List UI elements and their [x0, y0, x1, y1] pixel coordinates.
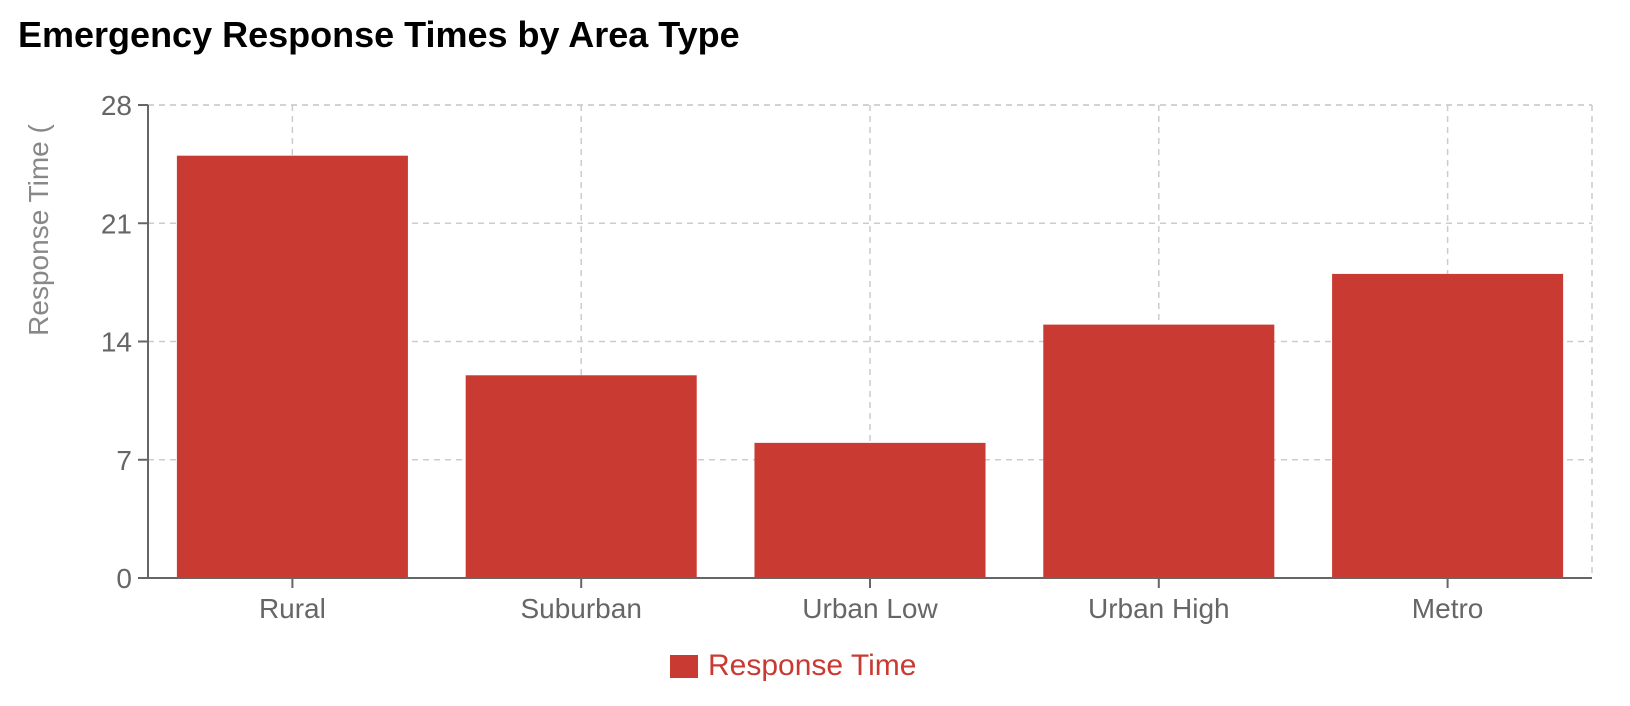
bars	[176, 155, 1564, 578]
y-tick-label: 14	[101, 327, 132, 358]
bar-urban-high	[1043, 324, 1275, 578]
x-tick-label: Urban High	[1088, 593, 1230, 624]
legend-label[interactable]: Response Time	[708, 649, 916, 682]
x-tick-label: Metro	[1412, 593, 1484, 624]
bar-rural	[176, 155, 408, 578]
x-ticks: Rural Suburban Urban Low Urban High Metro	[259, 578, 1483, 624]
x-tick-label: Urban Low	[802, 593, 938, 624]
bar-suburban	[465, 375, 697, 578]
x-tick-label: Rural	[259, 593, 326, 624]
y-tick-label: 0	[116, 563, 132, 594]
bar-urban-low	[754, 442, 986, 578]
x-tick-label: Suburban	[520, 593, 641, 624]
y-tick-label: 7	[116, 445, 132, 476]
legend: Response Time	[670, 649, 916, 682]
y-tick-label: 21	[101, 208, 132, 239]
y-tick-label: 28	[101, 90, 132, 121]
bar-metro	[1332, 273, 1564, 578]
legend-swatch[interactable]	[670, 655, 698, 678]
y-ticks: 0 7 14 21 28	[101, 90, 148, 594]
chart-title: Emergency Response Times by Area Type	[18, 14, 740, 55]
y-axis-title: Response Time (	[23, 124, 54, 336]
